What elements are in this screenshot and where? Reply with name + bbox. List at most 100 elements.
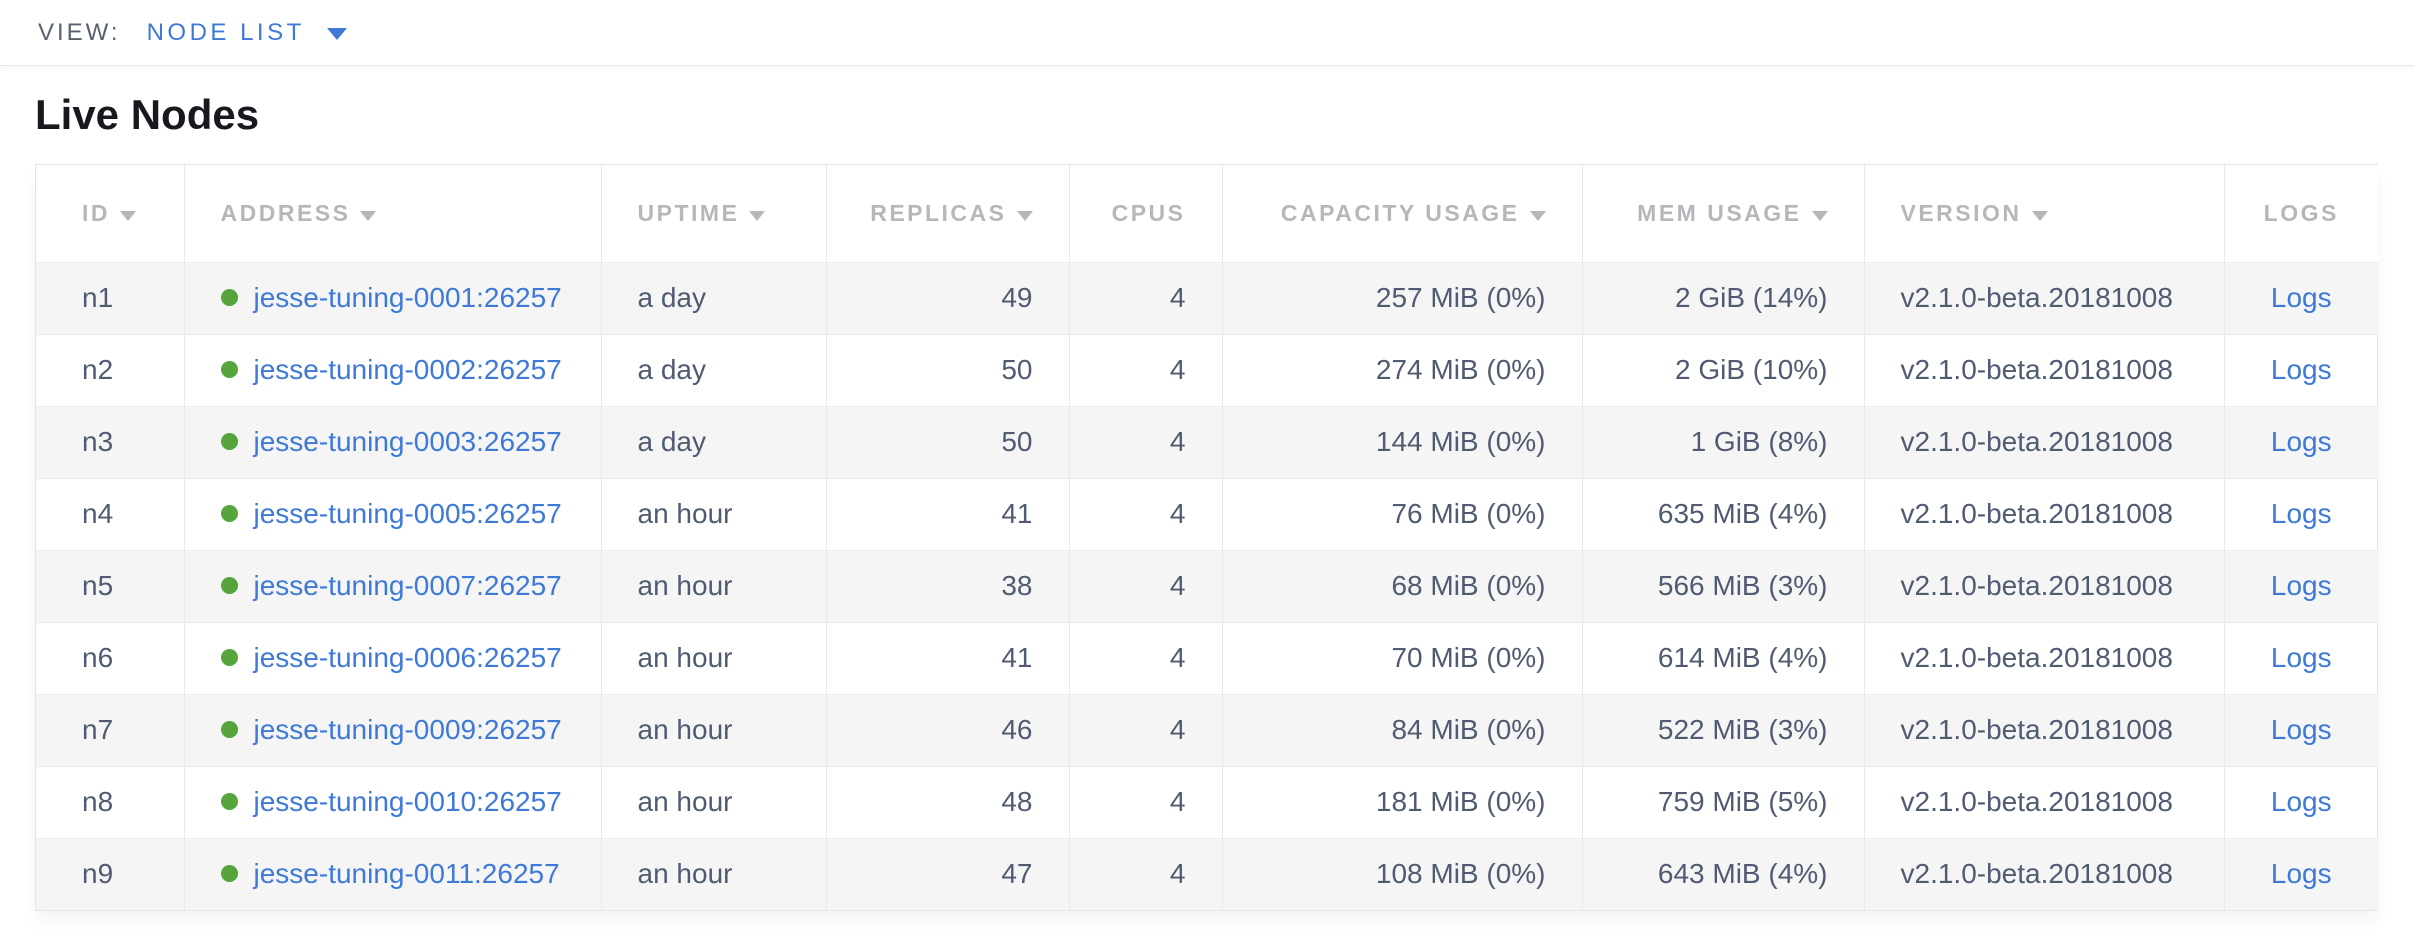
- column-header-cpus: CPUS: [1069, 165, 1223, 262]
- table-row: n4 jesse-tuning-0005:26257 an hour 41 4 …: [36, 477, 2378, 550]
- node-version-cell: v2.1.0-beta.20181008: [1864, 693, 2225, 766]
- node-id-cell: n4: [36, 477, 185, 550]
- node-uptime-cell: an hour: [601, 621, 827, 694]
- live-nodes-table: ID ADDRESS UPTIME REPLICAS CPUS: [35, 164, 2378, 911]
- node-mem-usage-cell: 2 GiB (10%): [1582, 333, 1865, 406]
- table-header-row: ID ADDRESS UPTIME REPLICAS CPUS: [36, 165, 2378, 262]
- node-replicas-cell: 41: [826, 477, 1070, 550]
- node-uptime-cell: an hour: [601, 837, 827, 910]
- logs-link[interactable]: Logs: [2270, 714, 2332, 745]
- view-selector-dropdown[interactable]: NODE LIST: [147, 19, 347, 47]
- node-replicas-cell: 50: [826, 333, 1070, 406]
- node-address-link[interactable]: jesse-tuning-0005:26257: [253, 498, 562, 529]
- node-replicas-cell: 47: [826, 837, 1070, 910]
- main-content: Live Nodes ID ADDRESS UPTIME: [0, 92, 2414, 911]
- table-row: n3 jesse-tuning-0003:26257 a day 50 4 14…: [36, 405, 2378, 478]
- logs-link[interactable]: Logs: [2270, 570, 2332, 601]
- node-live-status-icon: [220, 361, 238, 378]
- node-address-link[interactable]: jesse-tuning-0006:26257: [253, 642, 562, 673]
- node-uptime-cell: an hour: [601, 693, 827, 766]
- caret-down-icon: [326, 28, 347, 40]
- column-header-replicas[interactable]: REPLICAS: [826, 165, 1070, 262]
- logs-link[interactable]: Logs: [2270, 642, 2332, 673]
- node-capacity-usage-cell: 274 MiB (0%): [1222, 333, 1583, 406]
- node-address-cell: jesse-tuning-0001:26257: [184, 261, 602, 334]
- node-live-status-icon: [220, 289, 238, 306]
- node-live-status-icon: [220, 505, 238, 522]
- node-replicas-cell: 48: [826, 765, 1070, 838]
- node-live-status-icon: [220, 721, 238, 738]
- node-address-link[interactable]: jesse-tuning-0011:26257: [253, 858, 560, 890]
- node-replicas-cell: 38: [826, 549, 1070, 622]
- table-body: n1 jesse-tuning-0001:26257 a day 49 4 25…: [36, 261, 2378, 910]
- logs-link[interactable]: Logs: [2270, 354, 2332, 385]
- table-row: n9 jesse-tuning-0011:26257 an hour 47 4 …: [36, 837, 2378, 910]
- node-address-link[interactable]: jesse-tuning-0002:26257: [253, 354, 562, 385]
- node-address-link[interactable]: jesse-tuning-0003:26257: [253, 426, 562, 457]
- node-address-cell: jesse-tuning-0005:26257: [184, 477, 602, 550]
- node-cpus-cell: 4: [1069, 549, 1223, 622]
- view-label: VIEW:: [38, 18, 121, 46]
- page-title: Live Nodes: [35, 91, 260, 138]
- node-address-link[interactable]: jesse-tuning-0010:26257: [253, 786, 562, 817]
- node-logs-cell: Logs: [2224, 765, 2378, 838]
- node-address-cell: jesse-tuning-0007:26257: [184, 549, 602, 622]
- logs-link[interactable]: Logs: [2270, 858, 2332, 890]
- node-address-cell: jesse-tuning-0002:26257: [184, 333, 602, 406]
- node-cpus-cell: 4: [1069, 765, 1223, 838]
- node-id-cell: n6: [36, 621, 185, 694]
- column-header-mem-usage[interactable]: MEM USAGE: [1582, 165, 1865, 262]
- logs-link[interactable]: Logs: [2270, 282, 2332, 313]
- node-capacity-usage-cell: 70 MiB (0%): [1222, 621, 1583, 694]
- node-cpus-cell: 4: [1069, 333, 1223, 406]
- node-cpus-cell: 4: [1069, 261, 1223, 334]
- column-header-uptime[interactable]: UPTIME: [601, 165, 827, 262]
- node-uptime-cell: an hour: [601, 549, 827, 622]
- node-logs-cell: Logs: [2224, 549, 2378, 622]
- node-mem-usage-cell: 614 MiB (4%): [1582, 621, 1865, 694]
- node-replicas-cell: 50: [826, 405, 1070, 478]
- table-row: n6 jesse-tuning-0006:26257 an hour 41 4 …: [36, 621, 2378, 694]
- node-version-cell: v2.1.0-beta.20181008: [1864, 621, 2225, 694]
- logs-link[interactable]: Logs: [2270, 426, 2332, 457]
- node-id-cell: n5: [36, 549, 185, 622]
- node-mem-usage-cell: 2 GiB (14%): [1582, 261, 1865, 334]
- node-address-link[interactable]: jesse-tuning-0007:26257: [253, 570, 562, 601]
- node-address-link[interactable]: jesse-tuning-0001:26257: [253, 282, 562, 313]
- node-mem-usage-cell: 759 MiB (5%): [1582, 765, 1865, 838]
- node-version-cell: v2.1.0-beta.20181008: [1864, 477, 2225, 550]
- table-row: n8 jesse-tuning-0010:26257 an hour 48 4 …: [36, 765, 2378, 838]
- node-address-cell: jesse-tuning-0003:26257: [184, 405, 602, 478]
- view-bar: VIEW: NODE LIST: [0, 0, 2414, 66]
- node-replicas-cell: 41: [826, 621, 1070, 694]
- node-id-cell: n9: [36, 837, 185, 910]
- node-cpus-cell: 4: [1069, 837, 1223, 910]
- sort-desc-icon: [1016, 210, 1033, 221]
- column-header-capacity-usage[interactable]: CAPACITY USAGE: [1222, 165, 1583, 262]
- node-uptime-cell: a day: [601, 261, 827, 334]
- node-logs-cell: Logs: [2224, 621, 2378, 694]
- column-header-version[interactable]: VERSION: [1864, 165, 2225, 262]
- logs-link[interactable]: Logs: [2270, 498, 2332, 529]
- node-mem-usage-cell: 522 MiB (3%): [1582, 693, 1865, 766]
- node-address-cell: jesse-tuning-0009:26257: [184, 693, 602, 766]
- node-id-cell: n3: [36, 405, 185, 478]
- table-row: n7 jesse-tuning-0009:26257 an hour 46 4 …: [36, 693, 2378, 766]
- node-id-cell: n2: [36, 333, 185, 406]
- node-mem-usage-cell: 643 MiB (4%): [1582, 837, 1865, 910]
- node-capacity-usage-cell: 84 MiB (0%): [1222, 693, 1583, 766]
- column-header-id[interactable]: ID: [36, 165, 185, 262]
- node-live-status-icon: [220, 649, 238, 666]
- node-version-cell: v2.1.0-beta.20181008: [1864, 549, 2225, 622]
- logs-link[interactable]: Logs: [2270, 786, 2332, 817]
- column-header-address[interactable]: ADDRESS: [184, 165, 602, 262]
- table-row: n1 jesse-tuning-0001:26257 a day 49 4 25…: [36, 261, 2378, 334]
- node-id-cell: n8: [36, 765, 185, 838]
- node-capacity-usage-cell: 68 MiB (0%): [1222, 549, 1583, 622]
- node-logs-cell: Logs: [2224, 405, 2378, 478]
- node-logs-cell: Logs: [2224, 693, 2378, 766]
- node-live-status-icon: [220, 577, 238, 594]
- node-mem-usage-cell: 635 MiB (4%): [1582, 477, 1865, 550]
- node-address-link[interactable]: jesse-tuning-0009:26257: [253, 714, 562, 745]
- node-address-cell: jesse-tuning-0011:26257: [184, 837, 602, 910]
